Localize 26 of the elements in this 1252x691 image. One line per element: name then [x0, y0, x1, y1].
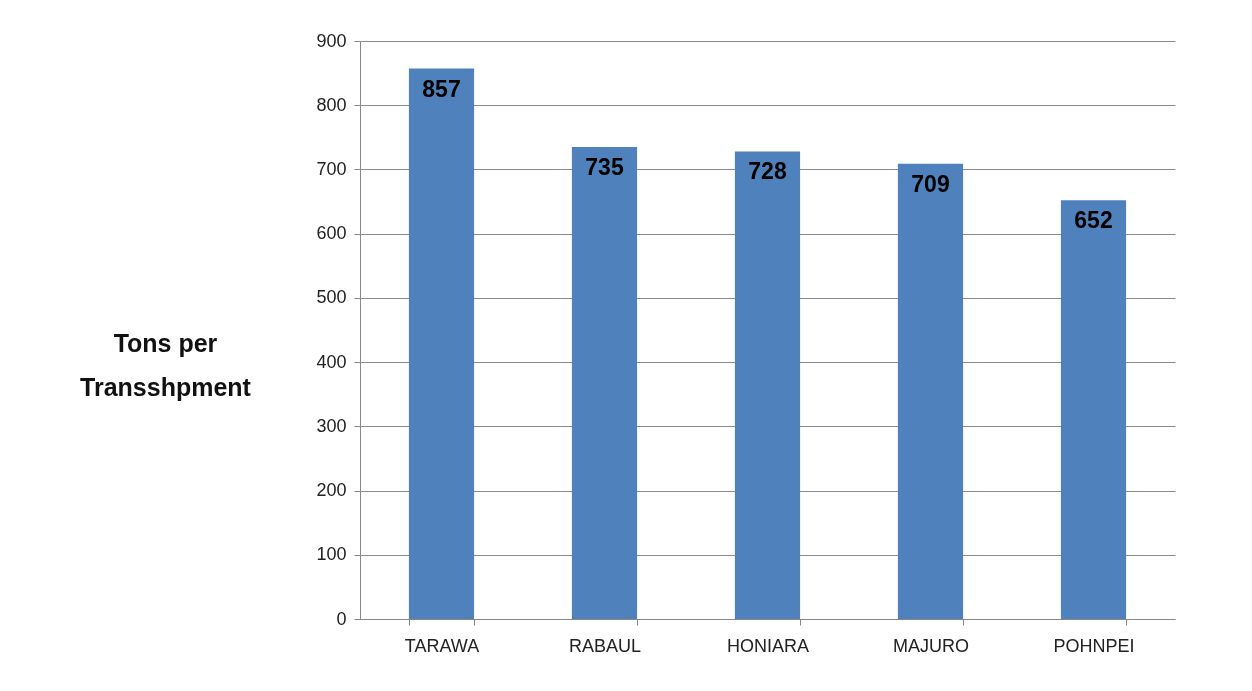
bar — [408, 68, 475, 619]
y-tick-label: 700 — [316, 158, 347, 179]
y-tick-label: 500 — [316, 287, 347, 308]
x-tick-label: RABAUL — [568, 635, 642, 656]
y-tick-label: 800 — [316, 94, 347, 115]
data-label: 652 — [1074, 207, 1113, 234]
y-tick-label: 0 — [336, 608, 347, 629]
data-label: 728 — [748, 158, 787, 185]
bar — [734, 151, 801, 619]
y-axis-title: Tons per Transshpment — [80, 328, 252, 401]
y-tick-label: 400 — [316, 351, 347, 372]
y-tick-label: 300 — [316, 415, 347, 436]
x-tick-label: MAJURO — [893, 635, 969, 656]
y-tick-label: 900 — [316, 30, 347, 51]
x-tick-label: HONIARA — [726, 635, 810, 656]
data-label: 857 — [422, 75, 461, 102]
bar — [571, 146, 638, 619]
bar — [1060, 200, 1127, 619]
y-tick-label: 600 — [316, 223, 347, 244]
y-tick-label: 200 — [316, 480, 347, 501]
data-label: 709 — [911, 170, 950, 197]
bar — [897, 163, 964, 619]
x-tick-label: TARAWA — [404, 635, 480, 656]
y-tick-label: 100 — [316, 544, 347, 565]
x-tick-label: POHNPEI — [1053, 635, 1135, 656]
data-label: 735 — [585, 153, 624, 180]
